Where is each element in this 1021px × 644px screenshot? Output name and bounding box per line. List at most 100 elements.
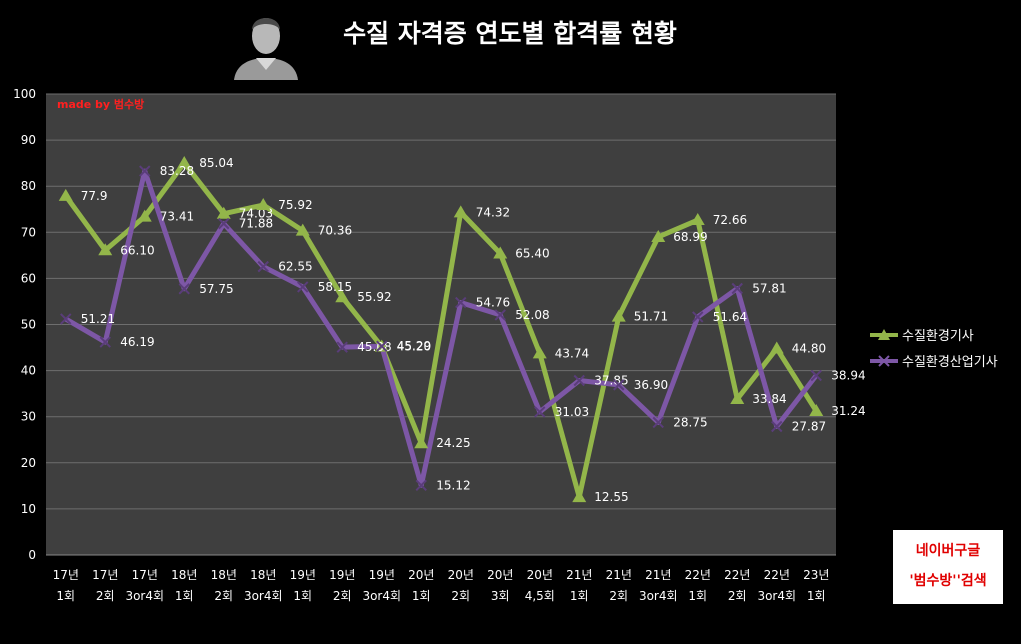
x-tick-label: 2회	[451, 589, 470, 603]
data-label: 77.9	[81, 189, 108, 203]
data-label: 72.66	[713, 213, 747, 227]
data-label: 31.03	[555, 405, 589, 419]
data-label: 12.55	[594, 490, 628, 504]
data-label: 68.99	[673, 230, 707, 244]
search-note-line1: 네이버구글	[915, 543, 981, 559]
data-point	[810, 369, 822, 382]
data-point	[809, 403, 824, 416]
data-point	[178, 283, 190, 295]
data-label: 85.04	[199, 156, 233, 170]
data-point	[376, 340, 388, 352]
x-tick-label: 21년	[566, 568, 592, 582]
x-tick-label: 3회	[491, 589, 510, 603]
data-point	[692, 311, 704, 323]
data-point	[651, 229, 666, 242]
data-point	[532, 346, 547, 359]
data-label: 65.40	[515, 247, 549, 261]
data-label: 43.74	[555, 346, 589, 360]
x-tick-label: 3or4회	[362, 589, 401, 603]
y-tick-label: 20	[21, 456, 36, 470]
data-label: 74.32	[476, 205, 510, 219]
data-point	[256, 198, 271, 211]
x-tick-label: 18년	[211, 568, 237, 582]
data-label: 44.80	[792, 341, 826, 355]
data-label: 33.84	[752, 392, 786, 406]
data-label: 75.92	[278, 198, 312, 212]
data-label: 66.10	[120, 243, 154, 257]
data-label: 52.08	[515, 308, 549, 322]
data-label: 74.03	[239, 207, 273, 221]
x-tick-label: 19년	[290, 568, 316, 582]
x-tick-label: 1회	[175, 589, 194, 603]
x-tick-label: 21년	[606, 568, 632, 582]
series-line-2	[64, 168, 819, 488]
data-point	[573, 374, 585, 387]
data-label: 51.64	[713, 310, 747, 324]
data-point	[58, 188, 73, 201]
x-tick-label: 20년	[448, 568, 474, 582]
data-label: 58.15	[318, 280, 352, 294]
x-tick-label: 1회	[807, 589, 826, 603]
legend-swatch-series-1	[870, 328, 898, 340]
data-label: 36.90	[634, 378, 668, 392]
data-point	[415, 479, 427, 492]
x-tick-label: 22년	[685, 568, 711, 582]
legend-label-series-1: 수질환경기사	[902, 329, 974, 344]
x-tick-label: 2회	[609, 589, 628, 603]
data-label: 31.24	[831, 404, 865, 418]
x-tick-label: 2회	[214, 589, 233, 603]
x-tick-label: 3or4회	[244, 589, 283, 603]
data-label: 15.12	[436, 478, 470, 492]
data-point	[494, 309, 506, 321]
data-label: 24.25	[436, 436, 470, 450]
data-point	[216, 206, 231, 219]
data-label: 51.71	[634, 310, 668, 324]
data-label: 45.29	[397, 339, 431, 353]
legend-item-series-1: 수질환경기사	[870, 325, 974, 344]
data-point	[572, 490, 587, 503]
data-label: 38.94	[831, 368, 865, 382]
x-tick-label: 1회	[56, 589, 75, 603]
data-label: 57.81	[752, 281, 786, 295]
x-tick-label: 1회	[293, 589, 312, 603]
data-label: 28.75	[673, 415, 707, 429]
y-tick-label: 100	[13, 87, 36, 101]
x-tick-label: 1회	[412, 589, 431, 603]
data-point	[534, 406, 546, 418]
data-point	[297, 281, 309, 293]
data-label: 83.28	[160, 164, 194, 178]
y-tick-label: 40	[21, 364, 36, 378]
x-tick-label: 2회	[96, 589, 115, 603]
data-point	[60, 313, 72, 325]
x-tick-label: 2회	[333, 589, 352, 603]
y-tick-label: 90	[21, 133, 36, 147]
x-tick-label: 19년	[369, 568, 395, 582]
x-tick-label: 2회	[728, 589, 747, 603]
data-label: 51.21	[81, 312, 115, 326]
x-tick-label: 1회	[688, 589, 707, 603]
x-tick-label: 3or4회	[125, 589, 164, 603]
data-point	[98, 243, 113, 256]
data-point	[137, 209, 152, 222]
data-point	[218, 217, 230, 230]
data-point	[139, 165, 151, 177]
legend-item-series-2: 수질환경산업기사	[870, 351, 998, 370]
data-point	[731, 282, 743, 295]
x-tick-label: 18년	[171, 568, 197, 582]
data-label: 46.19	[120, 335, 154, 349]
data-point	[453, 205, 468, 218]
search-note-line2: '범수방''검색	[909, 573, 987, 589]
x-tick-label: 1회	[570, 589, 589, 603]
data-point	[652, 416, 664, 429]
data-label: 73.41	[160, 210, 194, 224]
data-point	[771, 420, 783, 433]
data-point	[455, 296, 467, 309]
y-tick-label: 60	[21, 271, 36, 285]
data-point	[336, 341, 348, 353]
y-tick-label: 0	[28, 548, 36, 562]
data-point	[613, 379, 625, 391]
legend-swatch-series-2	[870, 354, 898, 367]
y-tick-label: 10	[21, 502, 36, 516]
x-tick-label: 20년	[408, 568, 434, 582]
